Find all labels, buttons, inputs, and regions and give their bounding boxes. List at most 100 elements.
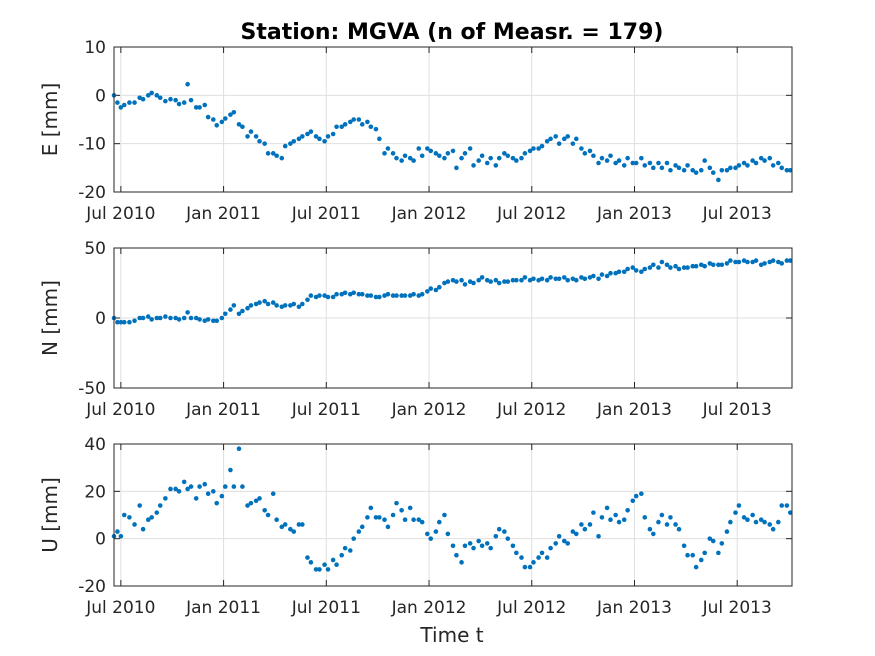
data-point [433,287,439,293]
chart-title: Station: MGVA (n of Measr. = 179) [241,20,664,45]
x-tick-label: Jul 2010 [85,598,155,618]
data-point [651,531,656,537]
data-point [728,519,733,525]
data-point [359,122,365,127]
panel-u: -20 0 20 40 Jul 2010 Jan 2011 Jul 2011 Jan 2012… [38,435,793,618]
data-point [522,151,528,156]
data-point [368,505,374,511]
data-point [197,484,202,489]
data-point [121,102,127,108]
data-point [531,560,536,565]
data-point [288,526,293,532]
data-point [428,536,434,541]
data-point [253,498,259,504]
data-point [118,319,124,325]
data-point [402,517,408,523]
data-point [698,167,704,173]
data-point [673,163,678,168]
data-point [407,505,413,511]
data-point [519,555,524,560]
data-point [279,524,285,530]
data-point [462,282,468,287]
y-tick-label: 20 [84,482,106,502]
data-point [115,319,120,325]
data-point [462,543,468,549]
data-point [693,564,699,570]
data-point [197,317,202,322]
data-point [115,529,120,534]
data-point [368,293,374,298]
data-point [753,160,759,166]
data-point [519,155,524,161]
data-point [716,177,721,183]
data-point [690,167,695,173]
data-point [676,266,682,272]
data-point [488,155,493,161]
data-point [390,151,396,156]
data-point [621,163,627,168]
data-point [330,557,336,563]
data-point [154,510,160,515]
data-point [647,265,653,270]
data-point [787,167,793,173]
data-point [168,96,173,102]
data-point [127,319,132,325]
x-tick-label: Jul 2010 [85,204,155,224]
data-point [651,262,656,268]
data-point [767,522,773,527]
data-point [741,160,747,166]
data-point [296,522,302,527]
data-point [419,153,425,159]
data-point [779,503,785,508]
data-point [394,293,399,298]
data-point [599,272,605,277]
data-point [168,486,173,492]
data-point [633,160,639,166]
x-tick-label: Jan 2011 [185,204,261,224]
data-point [118,105,124,110]
data-point [459,560,464,565]
data-point [356,529,362,534]
data-point [450,148,456,154]
data-point [616,519,622,525]
data-point [633,268,639,273]
data-point [753,519,759,525]
data-point [599,155,605,161]
data-point [305,297,310,303]
data-point [211,117,216,122]
plot-area [114,444,792,586]
axes-frame [113,247,793,389]
data-point [228,112,233,117]
data-point [385,524,391,530]
data-point [365,119,370,125]
data-point [428,148,434,154]
data-point [428,286,434,291]
data-point [399,293,404,298]
data-point [140,526,146,532]
data-point [664,262,670,268]
data-point [127,100,132,105]
data-point [211,489,216,494]
data-point [630,265,636,270]
data-point [668,167,673,173]
data-point [342,290,348,296]
data-point [214,500,220,506]
data-point [476,277,481,283]
data-point [570,529,576,534]
data-point [157,503,163,508]
data-point [556,141,562,146]
data-point [282,303,288,308]
data-point [604,158,610,163]
data-point [149,317,154,322]
data-point [762,519,767,525]
data-point [762,261,767,266]
data-point [659,512,665,518]
x-tick-label: Jul 2011 [291,598,361,618]
data-point [496,155,502,161]
data-point [445,279,451,284]
data-point [416,146,422,151]
data-point [621,269,627,275]
data-point [390,293,396,298]
data-point [330,294,336,300]
